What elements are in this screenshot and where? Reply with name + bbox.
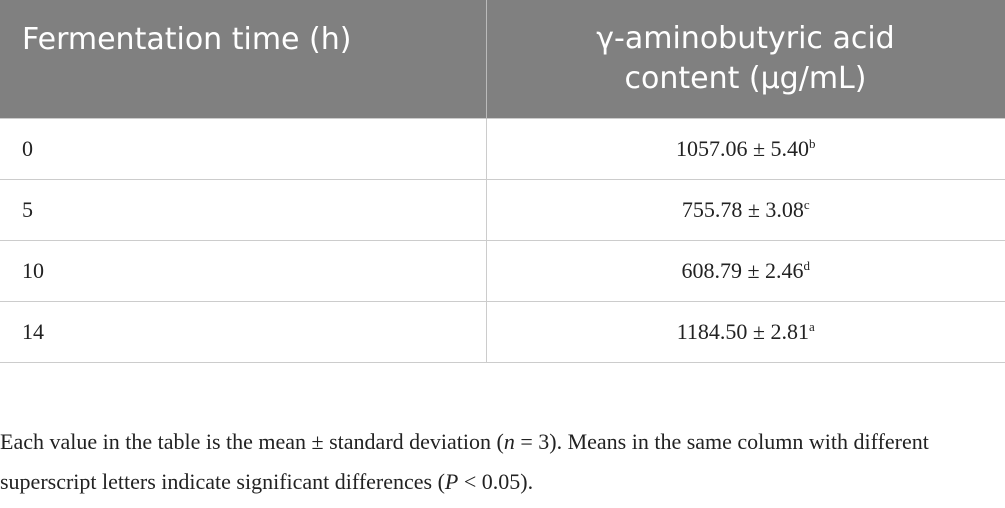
significance-letter: d	[803, 258, 811, 273]
time-cell: 10	[0, 240, 487, 302]
significance-letter: c	[803, 197, 810, 212]
significance-letter: b	[809, 136, 816, 151]
value-text: 608.79 ± 2.46	[681, 258, 804, 283]
value-text: 755.78 ± 3.08	[681, 197, 804, 222]
header-cell: γ-aminobutyric acid content (μg/mL)	[486, 0, 1005, 119]
significance-letter: a	[808, 319, 815, 334]
table-header: Fermentation time (h) γ-aminobutyric aci…	[0, 0, 1005, 119]
time-cell: 0	[0, 118, 487, 180]
value-cell: 755.78 ± 3.08c	[486, 179, 1005, 241]
value-text: 1184.50 ± 2.81	[676, 319, 809, 344]
footnote: Each value in the table is the mean ± st…	[0, 422, 990, 502]
footnote-text: = 3). Means in the same column with diff…	[0, 429, 929, 494]
value-cell: 1057.06 ± 5.40b	[486, 118, 1005, 180]
table-row: 5 755.78 ± 3.08c	[0, 179, 1005, 241]
header-text: γ-aminobutyric acid content (μg/mL)	[596, 21, 895, 96]
header-cell: Fermentation time (h)	[0, 0, 487, 119]
table-row: 0 1057.06 ± 5.40b	[0, 118, 1005, 180]
table-row: 10 608.79 ± 2.46d	[0, 240, 1005, 302]
table-body: 0 1057.06 ± 5.40b 5 755.78 ± 3.08c 10 608.79 …	[0, 118, 1005, 363]
data-table: Fermentation time (h) γ-aminobutyric aci…	[0, 0, 1005, 363]
footnote-symbol: P	[444, 469, 459, 494]
footnote-symbol: n	[503, 429, 515, 454]
header-row: Fermentation time (h) γ-aminobutyric aci…	[0, 0, 1005, 119]
value-cell: 1184.50 ± 2.81a	[486, 301, 1005, 363]
time-cell: 14	[0, 301, 487, 363]
footnote-text: < 0.05).	[458, 469, 534, 494]
value-text: 1057.06 ± 5.40	[675, 136, 810, 161]
table-row: 14 1184.50 ± 2.81a	[0, 301, 1005, 363]
footnote-text: Each value in the table is the mean ± st…	[0, 429, 504, 454]
value-cell: 608.79 ± 2.46d	[486, 240, 1005, 302]
time-cell: 5	[0, 179, 487, 241]
